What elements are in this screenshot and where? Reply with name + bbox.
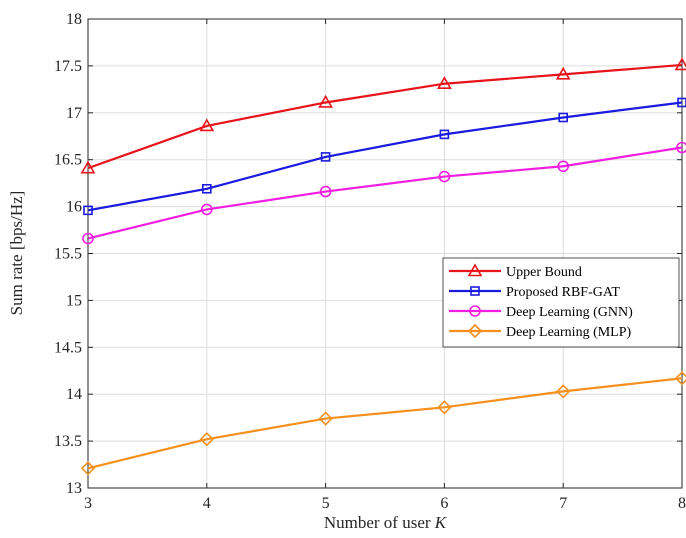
data-point <box>558 112 569 123</box>
legend-entry: Deep Learning (GNN) <box>449 305 633 320</box>
legend-label: Deep Learning (MLP) <box>506 325 632 340</box>
data-point <box>320 152 331 162</box>
data-point <box>438 170 451 183</box>
x-tick-label: 7 <box>559 495 567 512</box>
x-tick-label: 8 <box>678 495 686 512</box>
data-point <box>674 57 686 71</box>
x-tick-label: 5 <box>322 495 330 512</box>
series-2 <box>82 141 686 245</box>
y-tick-label: 15.5 <box>54 246 82 263</box>
data-point <box>318 94 333 108</box>
data-point <box>80 461 96 476</box>
y-tick-label: 18 <box>66 11 82 28</box>
series-line <box>87 101 683 212</box>
x-axis-label: Number of user K <box>324 513 448 532</box>
data-point <box>82 232 94 245</box>
x-tick-label: 4 <box>203 495 211 512</box>
series-line <box>87 63 683 170</box>
data-point <box>202 183 212 194</box>
series-line <box>87 146 683 240</box>
y-tick-label: 14 <box>66 386 82 403</box>
x-tick-label: 6 <box>440 495 448 512</box>
y-tick-label: 13 <box>66 480 82 497</box>
y-axis-ticks: 13 13.5 14 14.5 15 15.5 16 16.5 17 17.5 18 <box>54 11 682 497</box>
data-point <box>80 160 96 174</box>
legend-marker <box>467 323 483 339</box>
data-point <box>676 141 686 154</box>
data-point <box>199 118 215 132</box>
data-point <box>318 411 333 426</box>
y-tick-label: 14.5 <box>54 339 82 356</box>
legend-label: Deep Learning (GNN) <box>506 305 633 320</box>
data-point <box>556 384 571 399</box>
data-point <box>677 97 686 108</box>
data-point <box>555 66 571 80</box>
legend-marker <box>470 286 480 296</box>
y-tick-label: 13.5 <box>54 433 82 450</box>
y-axis-label: Sum rate [bps/Hz] <box>7 191 26 316</box>
legend-entry: Deep Learning (MLP) <box>449 323 632 340</box>
data-point <box>201 203 213 216</box>
series-0 <box>80 57 686 174</box>
legend-label: Upper Bound <box>506 265 582 280</box>
legend-entry: Upper Bound <box>449 263 582 280</box>
series-1 <box>83 97 686 216</box>
data-point <box>199 432 214 447</box>
y-tick-label: 16 <box>66 199 82 216</box>
legend-marker <box>469 305 481 317</box>
legend: Upper Bound Proposed RBF-GAT Deep Learning… <box>442 257 680 348</box>
legend-marker <box>467 263 483 277</box>
legend-box <box>442 257 680 348</box>
series-line <box>87 377 683 470</box>
data-point <box>437 400 452 415</box>
data-point <box>439 129 450 140</box>
series-lines <box>80 57 686 476</box>
legend-entry: Proposed RBF-GAT <box>449 285 620 300</box>
data-point <box>557 160 570 173</box>
y-tick-label: 15 <box>66 292 82 309</box>
data-point <box>319 185 332 198</box>
x-tick-label: 3 <box>84 495 92 512</box>
data-point <box>674 371 686 386</box>
data-point <box>83 205 93 216</box>
y-tick-label: 17 <box>66 105 82 122</box>
legend-label: Proposed RBF-GAT <box>506 285 620 300</box>
series-3 <box>80 371 686 476</box>
data-point <box>437 76 452 90</box>
y-tick-label: 16.5 <box>54 152 82 169</box>
y-tick-label: 17.5 <box>54 58 82 75</box>
x-axis-ticks: 3 4 5 6 7 8 <box>84 19 686 512</box>
grid-lines <box>87 18 683 489</box>
